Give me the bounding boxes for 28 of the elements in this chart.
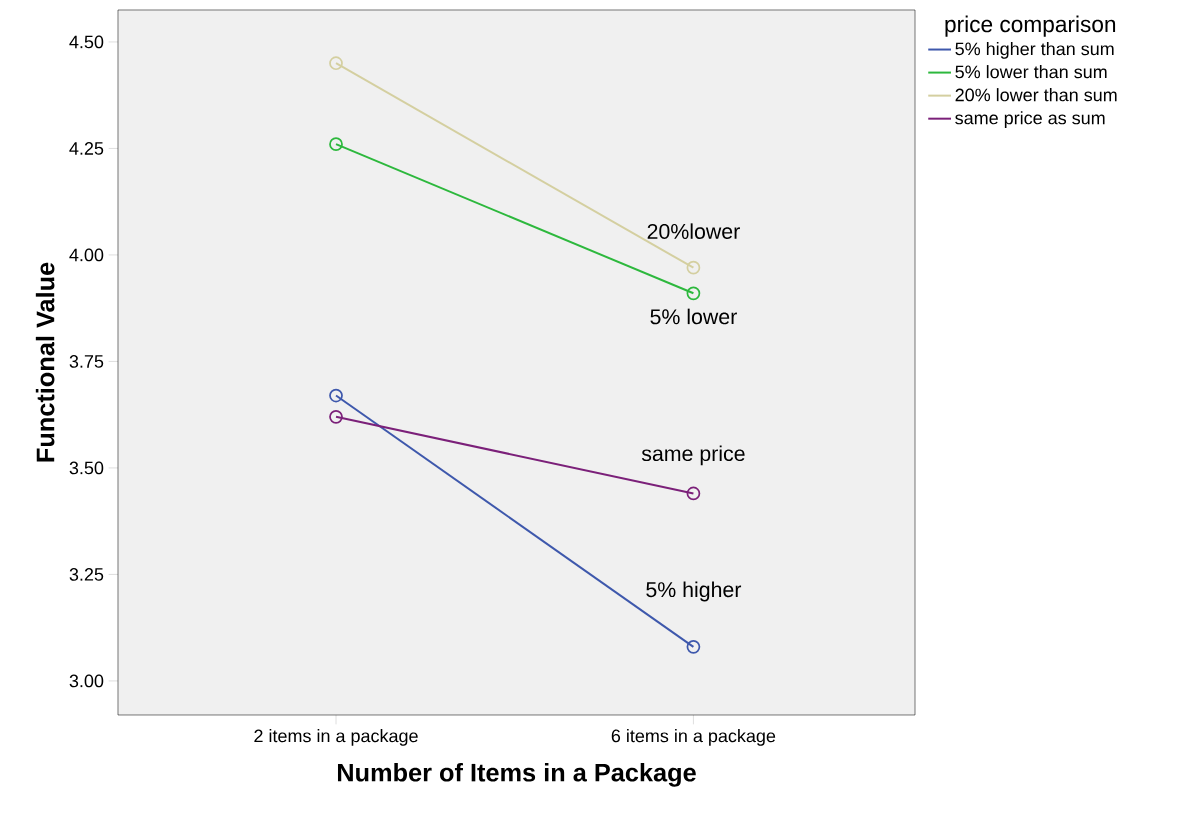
point xyxy=(329,56,343,71)
x-tick-label: 2 items in a package xyxy=(254,729,418,746)
y-tick-label: 3.50 xyxy=(69,461,104,475)
annotation: 5% higher xyxy=(646,581,742,602)
legend-label: 5% lower than sum xyxy=(955,65,1107,79)
y-tick-label: 3.75 xyxy=(69,355,104,368)
point xyxy=(329,409,343,424)
legend-label: 20% lower than sum xyxy=(955,88,1117,102)
y-tick-label: 4.50 xyxy=(69,35,104,49)
point xyxy=(686,639,701,654)
point xyxy=(329,137,343,152)
legend-title: price comparison xyxy=(945,15,1116,37)
annotation: 5% lower xyxy=(650,308,737,325)
point xyxy=(686,286,701,301)
legend-label: 5% higher than sum xyxy=(955,42,1114,59)
annotation: 20%lower xyxy=(647,223,740,239)
point xyxy=(686,486,701,501)
point xyxy=(686,260,701,275)
y-axis-title: Functional Value xyxy=(35,262,55,462)
point xyxy=(329,388,343,403)
y-tick-label: 3.00 xyxy=(69,674,104,688)
y-tick-label: 3.25 xyxy=(69,568,104,581)
annotation: same price xyxy=(641,445,745,466)
x-axis-title: Number of Items in a Package xyxy=(337,762,696,787)
y-tick-label: 4.25 xyxy=(69,142,104,155)
legend-label: same price as sum xyxy=(955,111,1105,128)
x-tick-label: 6 items in a package xyxy=(611,729,776,746)
y-tick-label: 4.00 xyxy=(69,248,104,262)
